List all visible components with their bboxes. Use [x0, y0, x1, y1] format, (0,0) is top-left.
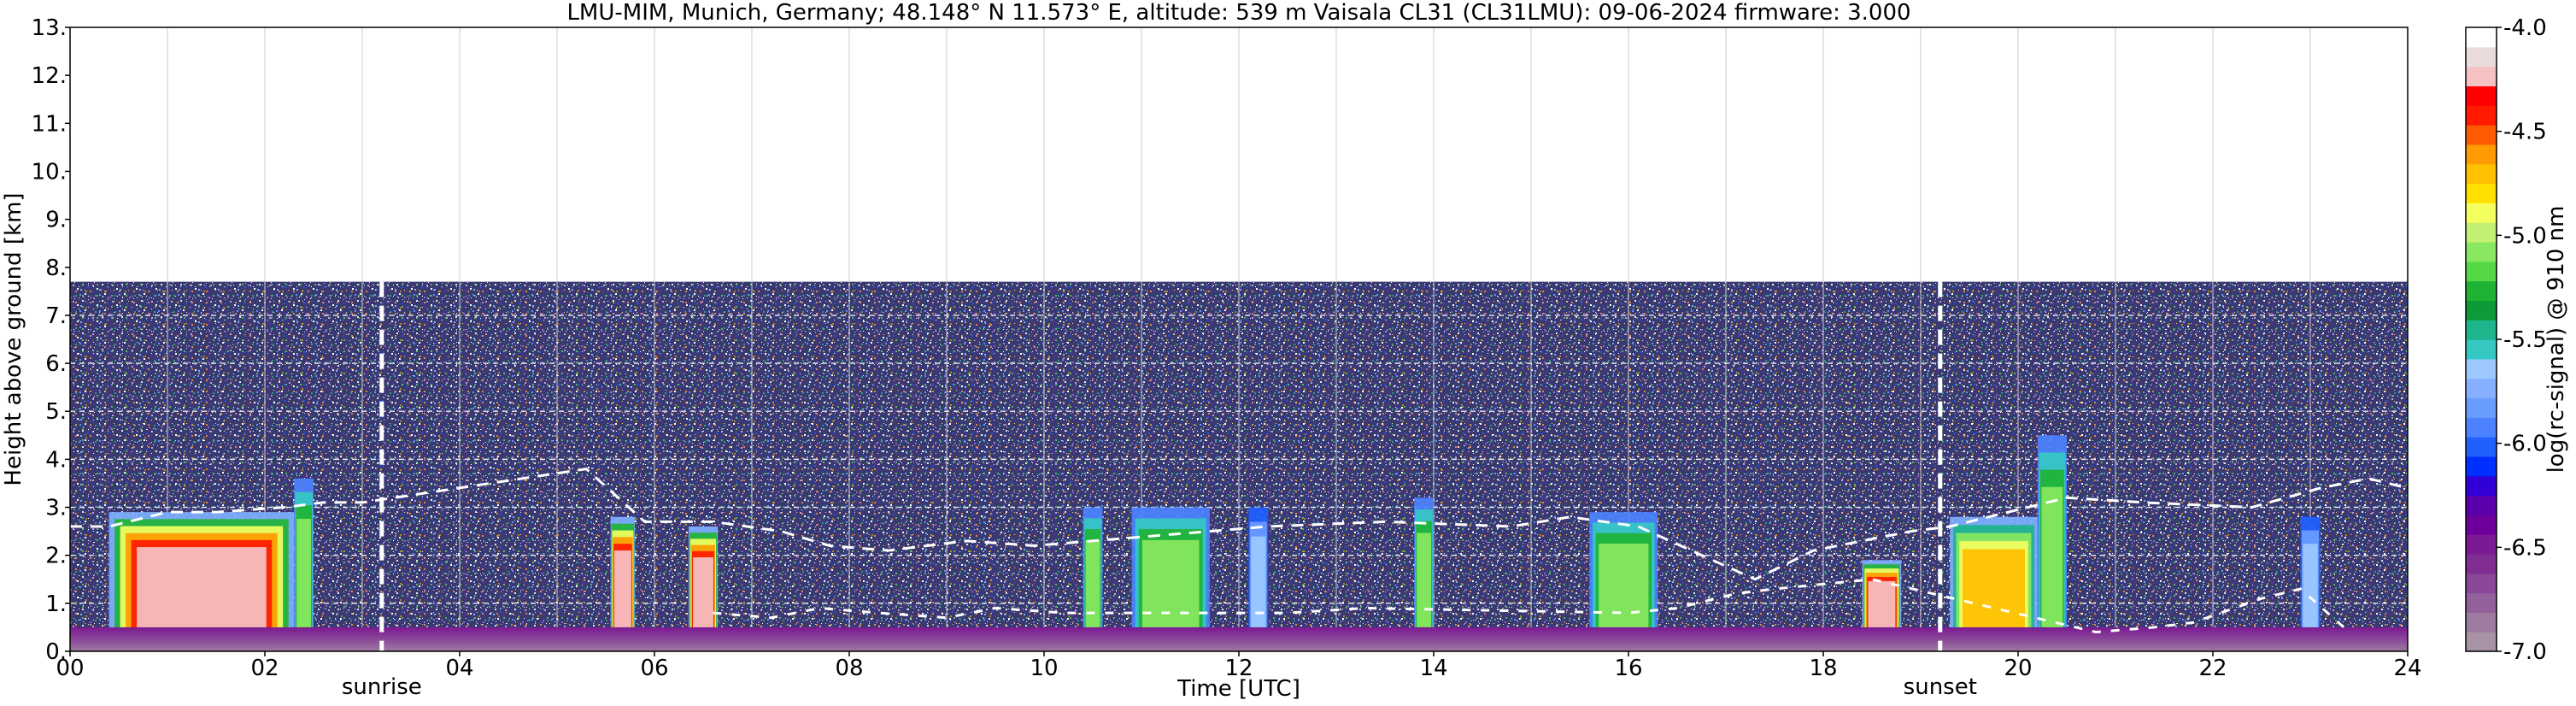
y-tick-label: 12.: [32, 63, 67, 89]
colorbar-segment: [2466, 222, 2497, 243]
x-tick-label: 16: [1614, 656, 1642, 681]
colorbar-tick-label: -6.5: [2503, 535, 2547, 561]
colorbar-tick-label: -6.0: [2503, 432, 2547, 457]
y-tick-label: 6.: [45, 351, 67, 377]
y-tick-label: 3.: [45, 496, 67, 521]
y-tick-label: 2.: [45, 544, 67, 569]
y-tick-label: 10.: [32, 159, 67, 185]
y-tick-label: 13.: [32, 15, 67, 41]
colorbar-segment: [2466, 66, 2497, 87]
colorbar-tick-label: -5.5: [2503, 327, 2547, 353]
colorbar-tick-label: -7.0: [2503, 639, 2547, 665]
colorbar-segment: [2466, 573, 2497, 594]
colorbar-segment: [2466, 437, 2497, 457]
colorbar-segment: [2466, 27, 2497, 48]
chart-title: LMU-MIM, Munich, Germany; 48.148° N 11.5…: [566, 0, 1910, 26]
rain-shaft: [1417, 532, 1431, 632]
x-tick-label: 18: [1809, 656, 1837, 681]
rain-shaft: [1962, 549, 2026, 632]
colorbar-segment: [2466, 300, 2497, 321]
y-tick-label: 8.: [45, 256, 67, 281]
colorbar-segment: [2466, 261, 2497, 282]
colorbar-segment: [2466, 85, 2497, 106]
colorbar-segment: [2466, 534, 2497, 555]
colorbar-segment: [2466, 339, 2497, 360]
colorbar-segment: [2466, 417, 2497, 438]
colorbar-segment: [2466, 163, 2497, 185]
colorbar-segment: [2466, 456, 2497, 477]
x-tick-label: 06: [640, 656, 668, 681]
x-tick-label: 12: [1224, 656, 1253, 681]
colorbar-segment: [2466, 397, 2497, 418]
x-tick-label: 02: [250, 656, 279, 681]
y-gridlines: [70, 315, 2408, 604]
rain-shaft: [137, 547, 267, 632]
x-tick-label: 20: [2004, 656, 2032, 681]
y-tick-label: 9.: [45, 208, 67, 233]
x-tick-label: 08: [835, 656, 863, 681]
y-axis-label: Height above ground [km]: [1, 192, 26, 485]
precipitation-shafts: [109, 435, 2321, 632]
colorbar-segment: [2466, 280, 2497, 301]
colorbar-segment: [2466, 553, 2497, 574]
sunrise-label: sunrise: [342, 674, 422, 700]
colorbar-segment: [2466, 125, 2497, 145]
x-tick-label: 14: [1419, 656, 1447, 681]
rain-shaft: [1251, 536, 1266, 632]
colorbar-segment: [2466, 378, 2497, 399]
rain-shaft: [2303, 544, 2318, 632]
rain-shaft: [693, 557, 713, 632]
sun-markers: [379, 281, 1943, 651]
y-axis-ticks: 0. 1. 2. 3. 4. 5. 6. 7. 8. 9. 10. 11. 12. 13.: [32, 15, 70, 665]
colorbar-segment: [2466, 183, 2497, 203]
rain-shaft: [296, 519, 311, 632]
rain-shaft: [1868, 580, 1896, 632]
sunset-label: sunset: [1904, 674, 1977, 700]
colorbar-segment: [2466, 144, 2497, 165]
colorbar-tick-label: -4.5: [2503, 120, 2547, 145]
colorbar-segment: [2466, 475, 2497, 497]
x-tick-label: 04: [445, 656, 473, 681]
colorbar: [2466, 27, 2497, 652]
x-tick-label: 10: [1030, 656, 1058, 681]
colorbar-segment: [2466, 515, 2497, 535]
colorbar-ticks: -4.0 -4.5 -5.0 -5.5 -6.0 -6.5 -7.0: [2497, 15, 2547, 665]
rain-shaft: [2041, 486, 2063, 632]
x-axis-label: Time [UTC]: [1177, 676, 1300, 702]
rain-shaft: [1141, 539, 1200, 632]
colorbar-segment: [2466, 320, 2497, 340]
y-tick-label: 7.: [45, 303, 67, 329]
x-axis-ticks: sunrise sunset 00 02 04 06 08 10 12 14 16 18 20 22 24: [56, 651, 2422, 700]
colorbar-segment: [2466, 632, 2497, 652]
colorbar-segment: [2466, 612, 2497, 632]
rain-shaft: [1599, 544, 1649, 632]
colorbar-segment: [2466, 495, 2497, 515]
colorbar-segment: [2466, 203, 2497, 223]
x-tick-label: 22: [2198, 656, 2227, 681]
y-tick-label: 11.: [32, 111, 67, 137]
plot-area: [70, 27, 2408, 651]
colorbar-segment: [2466, 241, 2497, 262]
rain-shaft: [613, 550, 631, 632]
rain-shaft: [1085, 539, 1100, 632]
colorbar-segment: [2466, 592, 2497, 613]
low-cloud-line: [713, 578, 2350, 634]
x-tick-label: 00: [56, 656, 84, 681]
y-tick-label: 5.: [45, 399, 67, 425]
colorbar-segment: [2466, 46, 2497, 68]
x-tick-label: 24: [2393, 656, 2421, 681]
y-tick-label: 4.: [45, 447, 67, 473]
colorbar-tick-label: -4.0: [2503, 15, 2547, 41]
colorbar-segment: [2466, 105, 2497, 126]
y-tick-label: 0.: [45, 639, 67, 665]
colorbar-label: log(rc-signal) @ 910 nm: [2544, 206, 2569, 474]
y-tick-label: 1.: [45, 591, 67, 617]
boundary-aerosol-layer: [70, 627, 2408, 651]
cloud-base-line: [70, 468, 2408, 581]
colorbar-segment: [2466, 358, 2497, 379]
colorbar-tick-label: -5.0: [2503, 223, 2547, 249]
